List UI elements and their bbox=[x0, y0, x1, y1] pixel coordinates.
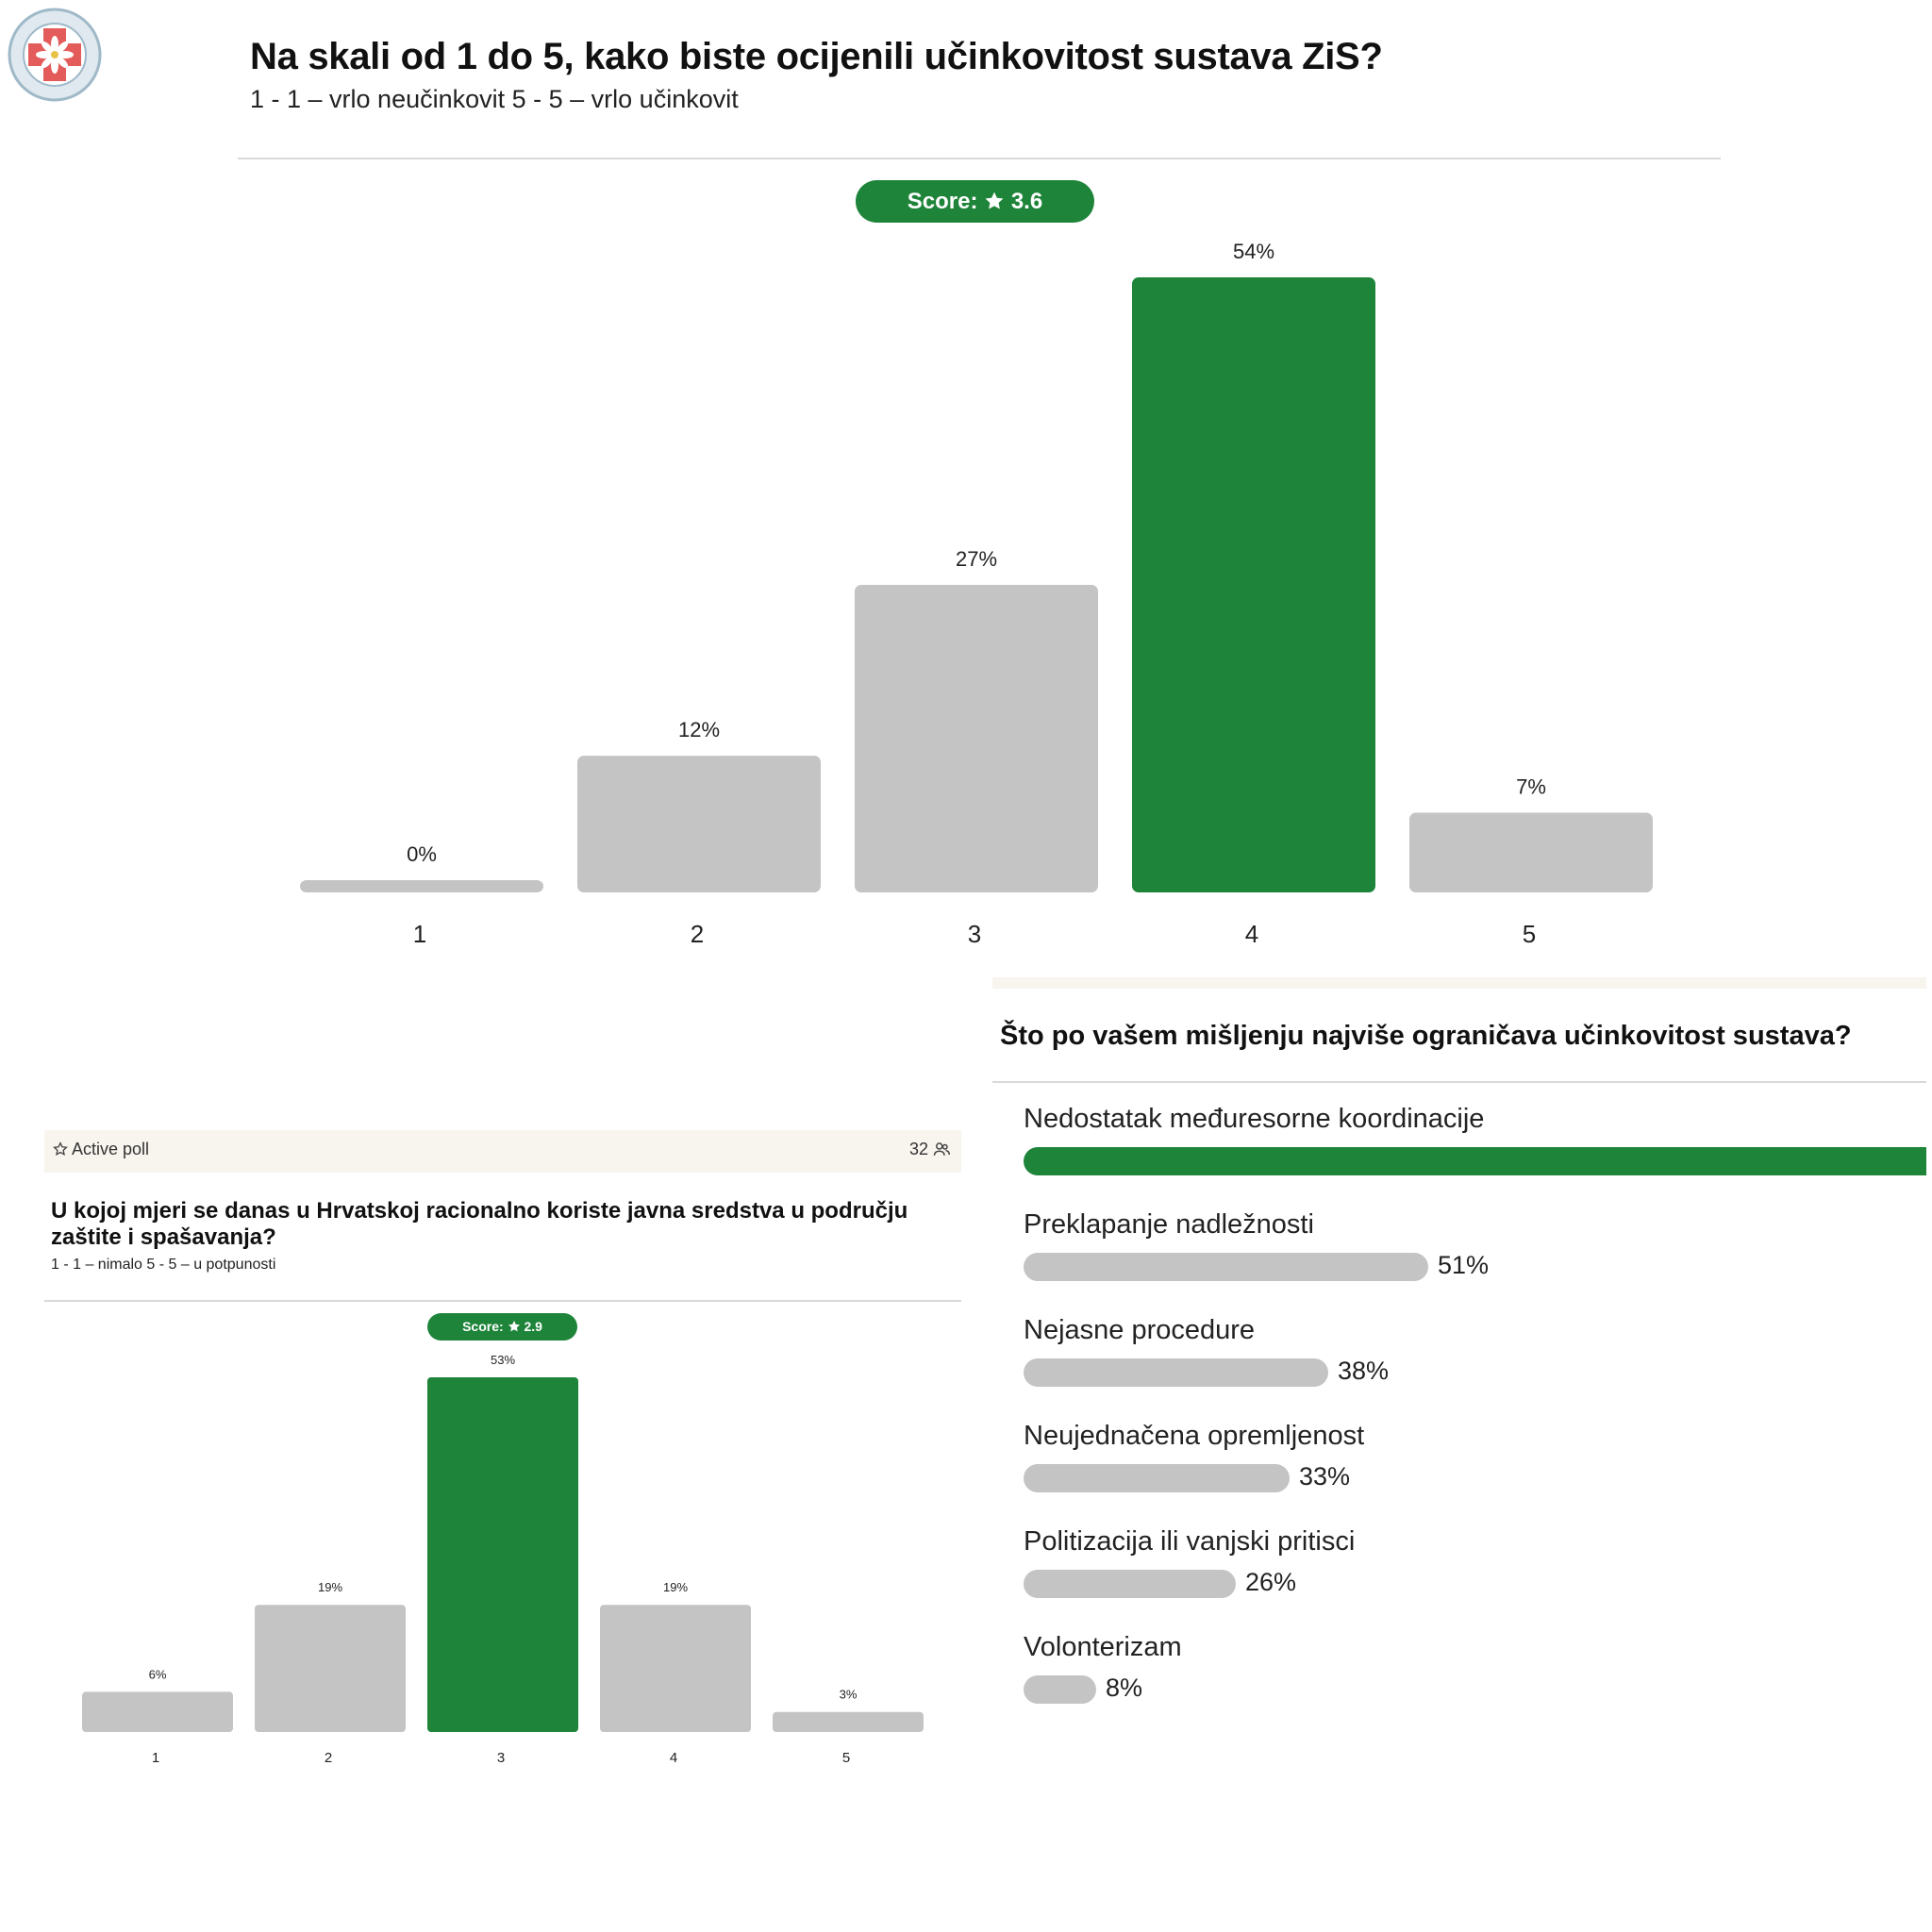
poll-scale-legend: 1 - 1 – vrlo neučinkovit 5 - 5 – vrlo uč… bbox=[250, 85, 739, 113]
option-bar bbox=[1024, 1253, 1428, 1281]
star-outline-icon bbox=[53, 1140, 68, 1158]
x-tick-label: 5 bbox=[1523, 920, 1536, 948]
star-icon bbox=[508, 1319, 521, 1334]
score-label: Score: bbox=[907, 189, 978, 214]
poll-title: Na skali od 1 do 5, kako biste ocijenili… bbox=[250, 36, 1383, 77]
bar-value-label: 54% bbox=[1233, 240, 1274, 263]
participant-count: 32 bbox=[909, 1140, 951, 1159]
poll-status: Active poll bbox=[53, 1140, 149, 1159]
option-bar bbox=[1024, 1464, 1290, 1492]
option-bar bbox=[1024, 1675, 1096, 1704]
bar bbox=[300, 880, 543, 892]
bar bbox=[427, 1377, 578, 1732]
option-percent: 33% bbox=[1299, 1462, 1351, 1491]
divider bbox=[992, 1081, 1926, 1083]
x-tick-label: 3 bbox=[497, 1750, 505, 1766]
option-label: Nejasne procedure bbox=[1024, 1315, 1256, 1345]
bar-value-label: 12% bbox=[678, 718, 720, 741]
score-badge: Score: 3.6 bbox=[856, 180, 1094, 223]
bar bbox=[255, 1605, 406, 1732]
x-tick-label: 1 bbox=[413, 920, 426, 948]
divider bbox=[44, 1300, 961, 1302]
poll-header bbox=[44, 1130, 961, 1173]
option-percent: 26% bbox=[1245, 1568, 1297, 1596]
x-tick-label: 4 bbox=[670, 1750, 677, 1766]
bar bbox=[1132, 277, 1375, 892]
poll-header-band bbox=[992, 977, 1926, 989]
bar bbox=[773, 1711, 924, 1732]
option-label: Politizacija ili vanjski pritisci bbox=[1024, 1526, 1356, 1557]
x-tick-label: 5 bbox=[842, 1750, 850, 1766]
bar bbox=[600, 1605, 751, 1732]
poll-title: U kojoj mjeri se danas u Hrvatskoj racio… bbox=[51, 1198, 908, 1250]
option-percent: 8% bbox=[1106, 1674, 1143, 1702]
bar-value-label: 19% bbox=[663, 1580, 688, 1594]
winning-option-bar bbox=[1024, 1147, 1926, 1175]
star-icon bbox=[984, 189, 1005, 214]
option-label: Nedostatak međuresorne koordinacije bbox=[1024, 1104, 1485, 1134]
x-tick-label: 3 bbox=[968, 920, 981, 948]
option-bar bbox=[1024, 1570, 1236, 1598]
x-tick-label: 2 bbox=[691, 920, 704, 948]
poll-status-label: Active poll bbox=[72, 1140, 150, 1158]
bar bbox=[82, 1691, 233, 1732]
x-tick-label: 2 bbox=[325, 1750, 332, 1766]
score-value: 2.9 bbox=[524, 1319, 542, 1334]
poll-title: Što po vašem mišljenju najviše ograničav… bbox=[1000, 1021, 1852, 1051]
poll-scale-legend: 1 - 1 – nimalo 5 - 5 – u potpunosti bbox=[51, 1257, 276, 1273]
option-label: Volonterizam bbox=[1024, 1632, 1182, 1662]
divider bbox=[238, 158, 1721, 159]
bar-value-label: 0% bbox=[407, 842, 437, 866]
option-label: Neujednačena opremljenost bbox=[1024, 1421, 1365, 1451]
bar-value-label: 6% bbox=[149, 1667, 167, 1681]
mountain-rescue-emblem-icon bbox=[8, 8, 102, 102]
bar-value-label: 3% bbox=[840, 1688, 858, 1702]
x-tick-label: 4 bbox=[1245, 920, 1258, 948]
option-bar bbox=[1024, 1358, 1328, 1387]
bar-value-label: 27% bbox=[956, 547, 997, 571]
score-label: Score: bbox=[462, 1319, 504, 1334]
bar bbox=[855, 585, 1098, 892]
bar-value-label: 53% bbox=[491, 1353, 515, 1367]
participant-count-value: 32 bbox=[909, 1140, 929, 1158]
bar bbox=[577, 756, 821, 892]
bar-value-label: 7% bbox=[1516, 774, 1546, 798]
score-value: 3.6 bbox=[1010, 189, 1043, 214]
bar bbox=[1409, 812, 1653, 892]
option-label: Preklapanje nadležnosti bbox=[1024, 1209, 1314, 1240]
users-icon bbox=[933, 1140, 951, 1158]
option-percent: 51% bbox=[1438, 1251, 1490, 1279]
option-percent: 38% bbox=[1338, 1357, 1390, 1385]
x-tick-label: 1 bbox=[152, 1750, 159, 1766]
score-badge: Score: 2.9 bbox=[427, 1313, 577, 1341]
bar-value-label: 19% bbox=[318, 1580, 342, 1594]
